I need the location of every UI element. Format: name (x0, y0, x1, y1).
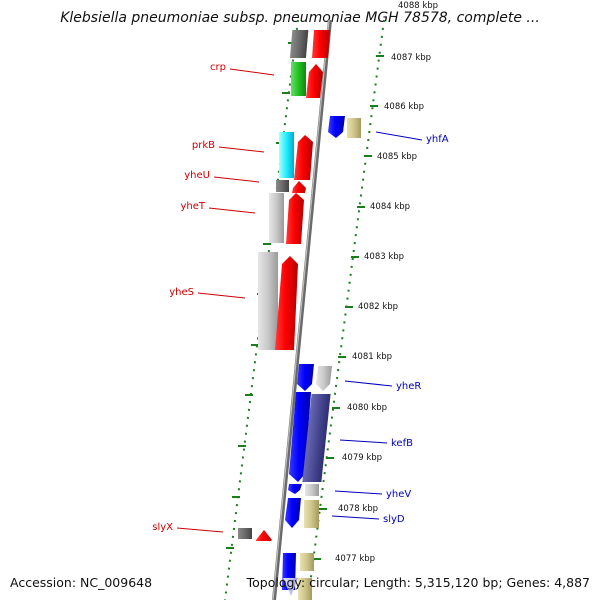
gene-arrow-red-yheS[interactable] (275, 256, 298, 350)
gene-arrow-blue-slyD[interactable] (285, 498, 301, 528)
gene-feature-khaki[interactable] (347, 118, 361, 138)
forward-gene-labels: crp prkB yheU yheT yheS slyX (152, 62, 275, 533)
gene-label-kefB[interactable]: kefB (391, 438, 413, 449)
scale-label: 4078 kbp (338, 504, 378, 514)
scale-label: 4088 kbp (398, 1, 438, 11)
scale-label: 4081 kbp (352, 352, 392, 362)
gene-feature-lightgray[interactable] (258, 252, 278, 350)
gene-arrow-lightgray-yheR[interactable] (316, 366, 332, 391)
gene-feature-lavender-bottom[interactable] (283, 578, 298, 596)
gene-label-slyX[interactable]: slyX (152, 522, 173, 533)
gene-arrow-blue-yheR[interactable] (297, 364, 314, 391)
scale-label: 4080 kbp (347, 403, 387, 413)
scale-label: 4084 kbp (370, 202, 410, 212)
gene-feature-khaki-slyD[interactable] (304, 500, 319, 528)
genome-backbone-highlight (272, 19, 330, 600)
gene-label-yheR[interactable]: yheR (396, 381, 421, 392)
gene-label-yheS[interactable]: yheS (169, 287, 194, 298)
gene-label-yheU[interactable]: yheU (184, 170, 210, 181)
gene-feature-navy-kefB[interactable] (302, 394, 331, 482)
scale-label: 4079 kbp (342, 453, 382, 463)
gene-label-yheV[interactable]: yheV (386, 489, 411, 500)
left-strand-boundary (224, 19, 299, 600)
gene-feature-darkgray-slyX[interactable] (238, 528, 252, 539)
scale-label: 4087 kbp (391, 53, 431, 63)
scale-label: 4082 kbp (358, 302, 398, 312)
map-title: Klebsiella pneumoniae subsp. pneumoniae … (60, 10, 540, 26)
gene-arrow-red-slyX[interactable] (256, 530, 272, 541)
right-strand-boundary (307, 19, 385, 600)
gene-feature-lightgray-yheV[interactable] (305, 484, 319, 496)
accession-text: Accession: NC_009648 (10, 575, 153, 590)
genome-backbone (272, 19, 332, 600)
gene-label-prkB[interactable]: prkB (192, 140, 215, 151)
scale-label: 4085 kbp (377, 152, 417, 162)
gene-label-yheT[interactable]: yheT (180, 201, 205, 212)
gene-label-crp[interactable]: crp (210, 62, 226, 73)
gene-arrow-red-yheU[interactable] (292, 181, 306, 193)
gene-feature-darkgray[interactable] (276, 180, 289, 192)
gene-feature-khaki-bottom[interactable] (300, 553, 314, 571)
gene-label-yhfA[interactable]: yhfA (426, 134, 449, 145)
gene-feature-cyan[interactable] (279, 132, 294, 178)
reverse-gene-labels: yhfA yheR kefB yheV slyD (331, 131, 449, 525)
topology-text: Topology: circular; Length: 5,315,120 bp… (246, 575, 590, 590)
scale-label: 4077 kbp (335, 554, 375, 564)
right-ticks (313, 55, 384, 560)
gene-arrow-red-prkB[interactable] (294, 135, 313, 180)
scale-labels: 4088 kbp 4087 kbp 4086 kbp 4085 kbp 4084… (335, 1, 438, 564)
scale-label: 4086 kbp (384, 102, 424, 112)
gene-arrow-blue-yhfA[interactable] (328, 116, 345, 138)
gene-feature-lightgray[interactable] (269, 193, 284, 243)
gene-arrow-blue-yheV[interactable] (288, 484, 302, 494)
gene-feature-khaki-bottom2[interactable] (298, 578, 312, 600)
gene-label-slyD[interactable]: slyD (383, 514, 405, 525)
gene-arrow-red[interactable] (312, 30, 330, 58)
gene-arrow-red-crp[interactable] (306, 64, 323, 98)
gene-feature-green[interactable] (291, 62, 306, 96)
gene-feature-gray[interactable] (289, 30, 309, 58)
gene-arrow-red-yheT[interactable] (286, 193, 304, 244)
scale-label: 4083 kbp (364, 252, 404, 262)
